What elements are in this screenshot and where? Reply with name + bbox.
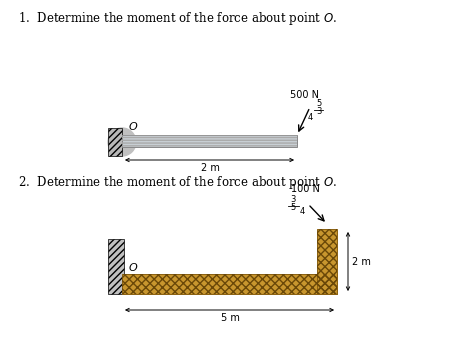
Text: 2.  Determine the moment of the force about point $O$.: 2. Determine the moment of the force abo… [18, 174, 337, 191]
Text: 2 m: 2 m [201, 163, 219, 173]
Text: 3: 3 [316, 107, 321, 116]
Bar [122, 274, 337, 294]
Text: 3: 3 [291, 195, 296, 204]
Text: 4: 4 [300, 207, 305, 216]
Text: $O$: $O$ [128, 261, 138, 273]
Text: 100 N: 100 N [291, 184, 319, 194]
Bar [317, 229, 337, 294]
Text: $O$: $O$ [128, 120, 138, 132]
Bar [108, 128, 122, 156]
Circle shape [108, 128, 136, 156]
Text: 5: 5 [316, 99, 321, 108]
Bar [122, 135, 297, 147]
Bar [122, 135, 297, 147]
Text: 4: 4 [308, 113, 313, 122]
Bar [108, 239, 124, 294]
Text: 500 N: 500 N [291, 90, 319, 100]
Bar [122, 274, 337, 294]
Text: 5: 5 [291, 203, 296, 212]
Bar [317, 229, 337, 294]
Text: 2 m: 2 m [352, 257, 371, 267]
Text: 5 m: 5 m [220, 313, 239, 323]
Text: 1.  Determine the moment of the force about point $O$.: 1. Determine the moment of the force abo… [18, 10, 337, 27]
